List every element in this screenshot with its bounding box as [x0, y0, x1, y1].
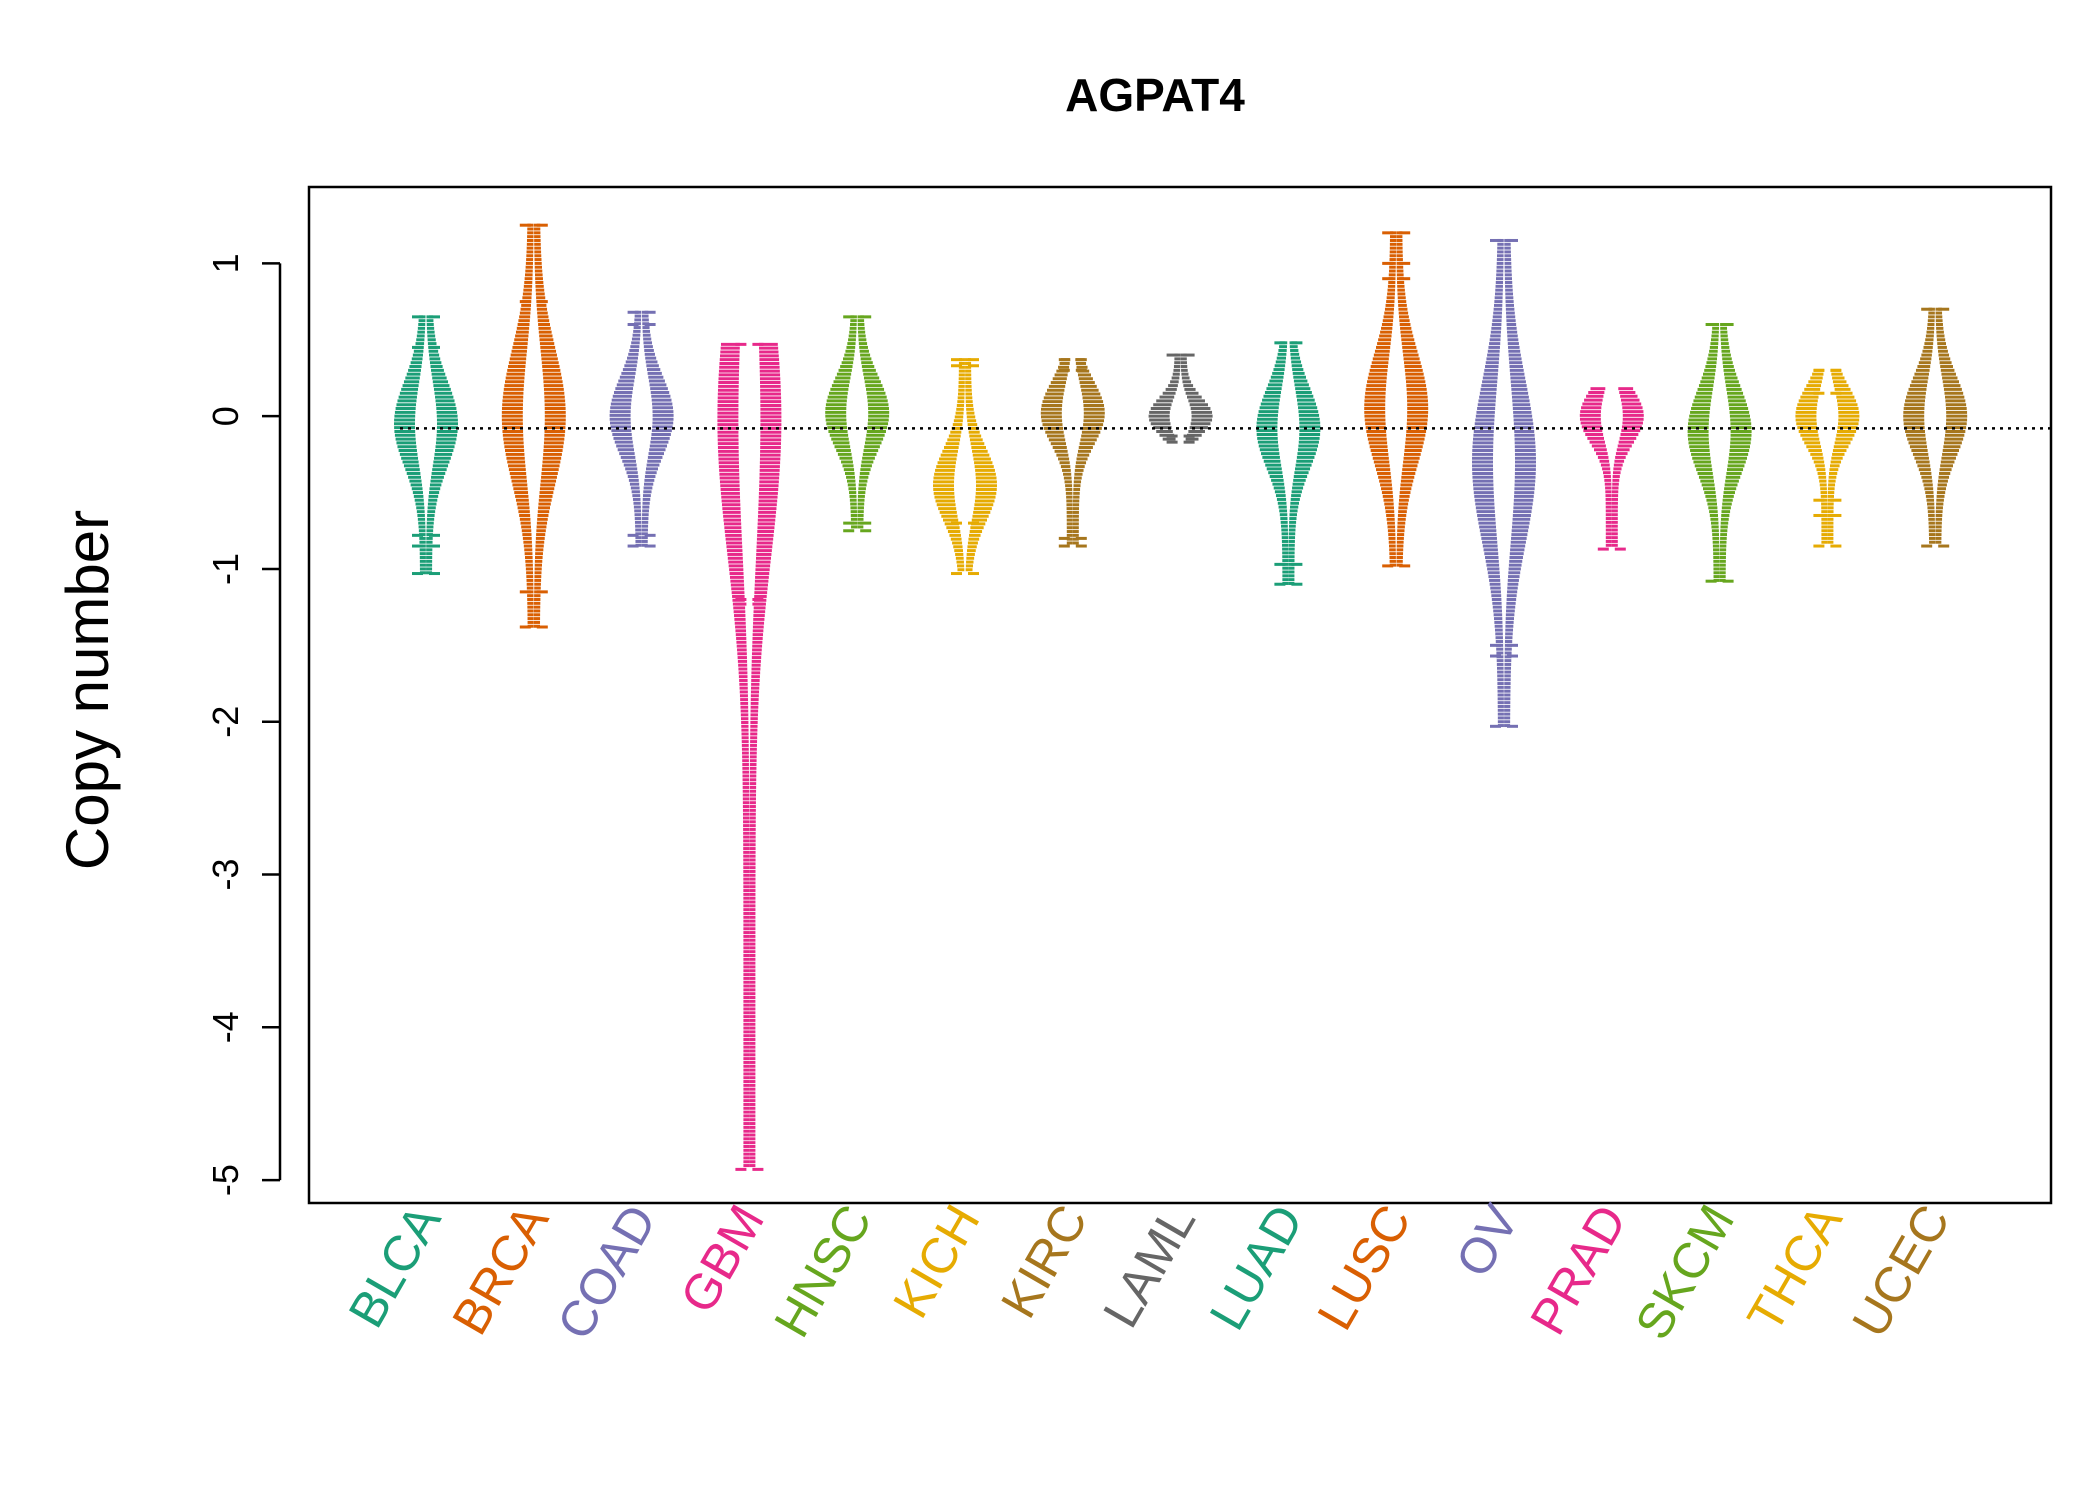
category-label: OV: [1445, 1195, 1530, 1286]
y-tick-label: 1: [205, 253, 246, 273]
plot-frame: [307, 185, 2053, 1205]
y-axis: 1 0 -1 -2 -3 -4 -5: [205, 253, 282, 1196]
category-label: UCEC: [1841, 1196, 1960, 1347]
category-label: LUAD: [1199, 1196, 1314, 1340]
swarm-area: [394, 223, 1968, 1171]
swarm-prad: [1579, 387, 1644, 551]
swarm-ov: [1472, 238, 1536, 728]
category-label: SKCM: [1624, 1196, 1745, 1349]
swarm-gbm: [717, 342, 782, 1171]
category-label: BRCA: [441, 1195, 559, 1344]
swarm-brca: [501, 223, 566, 629]
y-axis-label: Copy number: [54, 510, 121, 870]
swarm-blca: [394, 315, 458, 576]
category-label: THCA: [1736, 1195, 1853, 1341]
y-tick-label: -4: [205, 1011, 246, 1043]
category-label: HNSC: [763, 1196, 882, 1347]
swarm-thca: [1795, 368, 1860, 548]
swarm-kich: [933, 358, 997, 576]
y-tick-label: -3: [205, 859, 246, 891]
chart-title: AGPAT4: [1065, 69, 1245, 121]
y-tick-label: -1: [205, 553, 246, 585]
swarm-skcm: [1687, 323, 1752, 583]
swarm-coad: [609, 310, 674, 548]
category-label: BLCA: [338, 1195, 452, 1337]
y-tick-label: 0: [205, 406, 246, 426]
swarm-luad: [1256, 341, 1321, 586]
category-label: KIRC: [990, 1196, 1098, 1327]
y-tick-label: -5: [205, 1164, 246, 1196]
swarm-kirc: [1040, 358, 1105, 548]
swarm-lusc: [1364, 231, 1429, 568]
category-label: LAML: [1092, 1196, 1206, 1337]
category-label: LUSC: [1307, 1196, 1422, 1340]
swarm-hnsc: [825, 315, 890, 533]
category-label: PRAD: [1519, 1196, 1637, 1344]
category-label: GBM: [669, 1196, 774, 1323]
y-tick-label: -2: [205, 706, 246, 738]
swarm-ucec: [1903, 307, 1968, 548]
swarm-laml: [1148, 353, 1213, 444]
category-label: COAD: [546, 1196, 667, 1349]
category-label: KICH: [882, 1196, 990, 1327]
